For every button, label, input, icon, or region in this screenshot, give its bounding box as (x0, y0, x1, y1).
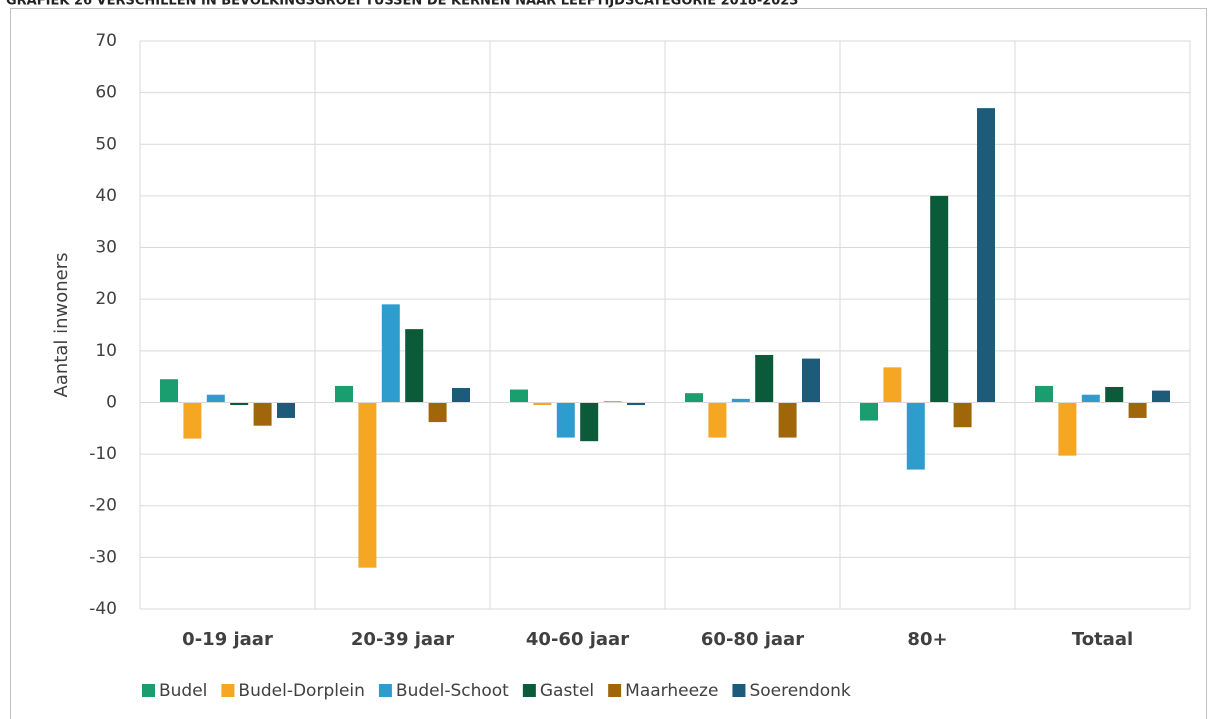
bar (755, 354, 774, 403)
legend-swatch (142, 684, 155, 697)
bar (603, 401, 622, 403)
bar (580, 402, 599, 442)
y-tick-label: -10 (89, 444, 117, 464)
bar (906, 402, 925, 470)
bar (708, 402, 727, 438)
bar (1152, 390, 1170, 403)
legend-label: Budel-Schoot (396, 681, 509, 701)
bar (405, 329, 424, 403)
legend-swatch (378, 684, 392, 697)
x-tick-label: 0-19 jaar (182, 629, 273, 650)
legend-swatch (221, 684, 235, 697)
bar (1035, 385, 1053, 403)
bar (381, 304, 400, 403)
bar (428, 402, 447, 423)
bar (778, 402, 797, 438)
bar (1058, 402, 1077, 456)
bar (1105, 386, 1124, 403)
legend-label: Gastel (540, 681, 594, 701)
legend-label: Soerendonk (749, 681, 850, 701)
bar (160, 379, 178, 403)
x-tick-label: 80+ (907, 629, 947, 650)
bar (452, 387, 470, 403)
legend-swatch (732, 684, 746, 697)
chart-border (10, 8, 1207, 719)
x-tick-label: 60-80 jaar (701, 629, 804, 650)
y-axis-label: Aantal inwoners (51, 253, 72, 398)
y-tick-label: 0 (106, 392, 117, 412)
bar (1128, 402, 1147, 418)
legend-swatch (608, 684, 622, 697)
y-tick-label: 20 (95, 289, 117, 309)
bar (253, 402, 272, 426)
bar (953, 402, 972, 428)
x-tick-label: 20-39 jaar (351, 629, 454, 650)
bar (977, 108, 995, 403)
bar (860, 402, 878, 421)
bar (556, 402, 575, 438)
y-tick-label: 30 (95, 238, 117, 258)
bar (802, 358, 820, 403)
x-tick-label: Totaal (1072, 629, 1133, 650)
bar (1081, 394, 1100, 403)
bar (627, 402, 645, 406)
bar (183, 402, 202, 439)
y-tick-label: -30 (89, 547, 117, 567)
bar (510, 389, 528, 403)
y-tick-label: 70 (95, 31, 117, 51)
legend-label: Budel-Dorplein (238, 681, 365, 701)
bar (335, 385, 353, 403)
bar (930, 195, 949, 403)
bar (883, 367, 902, 403)
chart-title: GRAFIEK 26 VERSCHILLEN IN BEVOLKINGSGROE… (6, 0, 798, 9)
y-tick-label: 50 (95, 134, 117, 154)
bar (206, 394, 225, 403)
y-tick-label: 40 (95, 186, 117, 206)
bar (277, 402, 295, 418)
bar (685, 393, 703, 403)
x-tick-label: 40-60 jaar (526, 629, 629, 650)
y-tick-label: -40 (89, 599, 117, 619)
bar (358, 402, 377, 568)
y-tick-label: 60 (95, 83, 117, 103)
legend-label: Maarheeze (625, 681, 718, 701)
legend-swatch (522, 684, 536, 697)
y-tick-label: 10 (95, 341, 117, 361)
bar (230, 402, 249, 406)
legend-label: Budel (159, 681, 207, 701)
y-tick-label: -20 (89, 496, 117, 516)
bar (533, 402, 552, 406)
bar (731, 398, 750, 403)
